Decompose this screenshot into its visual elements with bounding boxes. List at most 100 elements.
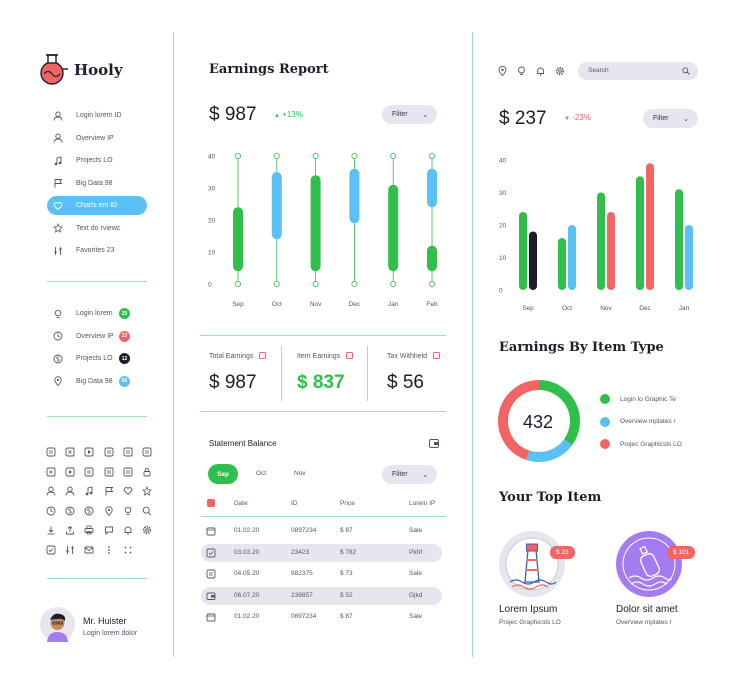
sidebar-item[interactable]: Text do rviewc xyxy=(47,219,147,238)
table-row[interactable]: 06.07.20 239857 $ 52 Gjkd xyxy=(201,586,442,605)
calendar-icon[interactable] xyxy=(206,526,216,538)
dollar-icon[interactable] xyxy=(84,506,94,516)
right-filter-button[interactable]: Filter ⌄ xyxy=(643,109,698,128)
earnings-bar-chart: 40 30 20 10 0 Sep Oct Nov Dec Jan xyxy=(499,158,693,312)
box-icon[interactable] xyxy=(123,447,133,457)
chat-icon[interactable] xyxy=(104,525,114,536)
box-check-icon[interactable] xyxy=(206,548,216,560)
card-icon[interactable] xyxy=(206,591,216,603)
search-bar[interactable]: Search xyxy=(578,62,698,80)
mail-icon[interactable] xyxy=(84,545,94,555)
table-row[interactable]: 03.03.20 23423 $ 782 Pkhf xyxy=(201,543,442,562)
whisker-cap xyxy=(428,280,435,287)
sidebar-item[interactable]: Big Data 98 xyxy=(47,174,147,193)
printer-icon[interactable] xyxy=(84,525,94,535)
box-icon[interactable] xyxy=(104,447,114,457)
heart-icon[interactable] xyxy=(123,486,133,496)
box-x-icon[interactable] xyxy=(65,447,75,457)
top-item-card-2[interactable]: $ 101 Dolor sit amet Overview mplates r xyxy=(615,530,725,630)
cell-note: Gjkd xyxy=(409,591,423,599)
star-icon xyxy=(142,486,152,497)
box-icon[interactable] xyxy=(46,447,56,457)
sidebar-item[interactable]: Big Data 98 65 xyxy=(47,372,147,391)
pin-icon[interactable] xyxy=(104,506,114,516)
dollar-icon xyxy=(53,354,63,364)
header-date[interactable]: Date xyxy=(234,500,248,507)
box-icon[interactable] xyxy=(142,447,152,457)
download-icon[interactable] xyxy=(46,525,56,535)
info-icon[interactable] xyxy=(433,352,441,359)
statement-filter-button[interactable]: Filter ⌄ xyxy=(382,465,437,484)
calendar-icon[interactable] xyxy=(206,612,216,624)
whisker-cap xyxy=(351,280,358,287)
search-icon[interactable] xyxy=(142,506,152,516)
box-x-icon[interactable] xyxy=(46,467,56,477)
flag-icon[interactable] xyxy=(104,486,114,496)
wallet-icon[interactable] xyxy=(429,439,439,448)
tab-nov[interactable]: Nov xyxy=(294,470,306,477)
header-id[interactable]: ID xyxy=(291,500,298,507)
sidebar-item[interactable]: Overview IP xyxy=(47,129,147,148)
bulb-icon[interactable] xyxy=(123,506,133,516)
user-icon xyxy=(46,486,56,496)
lock-icon[interactable] xyxy=(142,467,152,477)
info-icon[interactable] xyxy=(346,352,354,359)
star-icon[interactable] xyxy=(142,486,152,497)
x-tick-label: Oct xyxy=(272,301,282,308)
bulb-icon xyxy=(53,309,63,319)
header-price[interactable]: Price xyxy=(340,500,355,507)
location-icon[interactable] xyxy=(498,66,507,76)
earnings-filter-button[interactable]: Filter ⌄ xyxy=(382,105,437,124)
user-icon[interactable] xyxy=(65,486,75,496)
table-row[interactable]: 01.02.20 0897234 $ 87 Sale xyxy=(201,608,442,626)
top-item-card-1[interactable]: $ 23 Lorem Ipsum Projec Graphicsts LO xyxy=(498,530,608,630)
header-lorem[interactable]: Lorem IP xyxy=(409,500,436,507)
upload-icon[interactable] xyxy=(65,525,75,535)
sliders-icon[interactable] xyxy=(65,545,75,555)
search-icon[interactable] xyxy=(682,67,690,75)
table-row[interactable]: 04.05.20 982375 $ 73 Sale xyxy=(201,565,442,583)
box-icon[interactable] xyxy=(104,467,114,477)
cell-id: 982375 xyxy=(291,570,313,577)
clock-icon[interactable] xyxy=(46,506,56,516)
box-icon[interactable] xyxy=(84,467,94,477)
box-check-icon[interactable] xyxy=(46,545,56,555)
sidebar-item[interactable]: Projects LO xyxy=(47,151,147,170)
bulb-icon[interactable] xyxy=(517,66,526,76)
gear-icon[interactable] xyxy=(142,525,152,535)
user-profile[interactable]: Mr. Huister Login lorem dolor xyxy=(40,607,170,647)
bell-icon[interactable] xyxy=(123,525,133,536)
sidebar-item[interactable]: Overview IP 23 xyxy=(47,327,147,346)
cell-price: $ 87 xyxy=(340,613,353,620)
bar xyxy=(529,231,537,290)
select-all-checkbox[interactable] xyxy=(207,499,215,507)
filter-label: Filter xyxy=(653,115,669,122)
sidebar-item[interactable]: Login lorem ID xyxy=(47,106,147,125)
sidebar-item[interactable]: Charts em ID xyxy=(47,196,147,215)
tab-oct[interactable]: Oct xyxy=(256,470,267,477)
table-row[interactable]: 01.02.20 0897234 $ 87 Sale xyxy=(201,522,442,540)
box-icon[interactable] xyxy=(123,467,133,477)
sidebar-item[interactable]: Favorites 23 xyxy=(47,241,147,260)
music-icon[interactable] xyxy=(84,486,94,496)
bar xyxy=(607,212,615,290)
box-icon[interactable] xyxy=(206,569,216,581)
bell-icon xyxy=(124,527,132,536)
grid-dots-icon[interactable] xyxy=(123,545,133,555)
box-play-icon[interactable] xyxy=(84,447,94,457)
price-value: $ 101 xyxy=(673,549,690,556)
more-icon[interactable] xyxy=(104,545,114,555)
tab-sep[interactable]: Sep xyxy=(208,464,238,484)
sidebar-item[interactable]: Projects LO 12 xyxy=(47,349,147,368)
filter-label: Filter xyxy=(392,111,408,118)
info-icon[interactable] xyxy=(259,352,267,359)
gear-icon[interactable] xyxy=(555,66,565,76)
dollar-icon[interactable] xyxy=(65,506,75,516)
user-subtitle: Login lorem dolor xyxy=(83,630,138,637)
app-logo[interactable]: Hooly xyxy=(38,52,148,88)
sidebar-item[interactable]: Login lorem 25 xyxy=(47,304,147,323)
search-input[interactable]: Search xyxy=(588,67,609,74)
box-play-icon[interactable] xyxy=(65,467,75,477)
bell-icon[interactable] xyxy=(536,66,545,76)
user-icon[interactable] xyxy=(46,486,56,496)
